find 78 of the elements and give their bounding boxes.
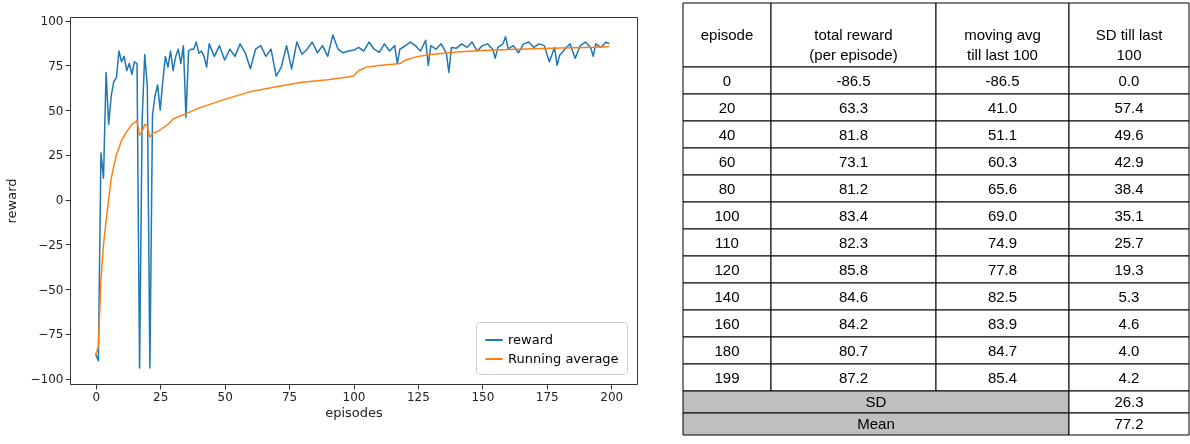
text: 82.5 <box>987 287 1018 305</box>
y-tick-label: 75 <box>48 58 64 73</box>
x-tick-label: 100 <box>342 389 366 404</box>
y-tick-label: −100 <box>30 372 64 387</box>
text: 69.0 <box>987 206 1018 224</box>
text: 4.2 <box>1118 368 1140 386</box>
text: SD <box>865 393 887 410</box>
y-tick-label: −75 <box>38 327 64 342</box>
text: 140 <box>714 287 740 305</box>
text: 120 <box>714 260 740 278</box>
text: 85.8 <box>838 260 869 278</box>
text: 82.3 <box>838 233 869 251</box>
text: 42.9 <box>1114 152 1144 170</box>
text: 65.6 <box>987 179 1018 197</box>
text: 84.6 <box>838 287 869 305</box>
text: episode <box>700 26 754 43</box>
text: Mean <box>857 415 895 432</box>
x-tick-label: 0 <box>92 389 101 404</box>
text: 41.0 <box>987 98 1018 116</box>
y-tick-label: 100 <box>40 14 64 29</box>
text: 83.4 <box>838 206 869 224</box>
text: 35.1 <box>1114 206 1144 224</box>
text: 87.2 <box>838 368 869 386</box>
text: 81.8 <box>838 125 869 143</box>
text: 49.6 <box>1114 125 1144 143</box>
text: SD till last 100 <box>1095 26 1164 63</box>
text: 84.7 <box>987 341 1018 359</box>
x-tick-label: 150 <box>471 389 495 404</box>
text: 38.4 <box>1114 179 1144 197</box>
text: 63.3 <box>838 98 869 116</box>
text: 81.2 <box>838 179 869 197</box>
text: 20 <box>718 98 736 116</box>
text: 110 <box>715 233 739 251</box>
legend-label: Running average <box>508 351 619 366</box>
text: 199 <box>714 368 740 386</box>
y-axis-title: reward <box>3 178 19 224</box>
text: 60 <box>718 152 736 170</box>
text: 25.7 <box>1114 233 1144 251</box>
x-tick-label: 200 <box>600 389 624 404</box>
text: 160 <box>714 314 740 332</box>
text: 84.2 <box>838 314 869 332</box>
text: 5.3 <box>1118 287 1140 305</box>
x-tick-label: 75 <box>281 389 298 404</box>
text: 77.8 <box>987 260 1018 278</box>
text: 74.9 <box>987 233 1018 251</box>
y-tick-label: 0 <box>55 193 64 208</box>
text: 83.9 <box>987 314 1018 332</box>
text: 180 <box>714 341 740 359</box>
text: 4.0 <box>1118 341 1140 359</box>
x-tick-label: 175 <box>535 389 559 404</box>
y-tick-label: 25 <box>48 148 64 163</box>
x-tick-label: 25 <box>153 389 169 404</box>
text: moving avg till last 100 <box>964 26 1041 63</box>
x-tick-label: 125 <box>406 389 430 404</box>
text: 77.2 <box>1114 415 1144 432</box>
text: 80 <box>718 179 736 197</box>
x-axis-title: episodes <box>325 404 384 420</box>
text: 73.1 <box>838 152 869 170</box>
text: 51.1 <box>987 125 1018 143</box>
text: -86.5 <box>836 71 871 89</box>
text: 60.3 <box>987 152 1018 170</box>
text: 0 <box>722 71 732 89</box>
text: total reward (per episode) <box>809 26 898 63</box>
legend-label: reward <box>508 332 554 347</box>
y-tick-label: −50 <box>38 282 64 297</box>
text: 4.6 <box>1118 314 1140 332</box>
text: 57.4 <box>1114 98 1144 116</box>
text: 40 <box>718 125 736 143</box>
text: 0.0 <box>1118 71 1140 89</box>
text: -86.5 <box>985 71 1020 89</box>
y-tick-label: −25 <box>38 237 64 252</box>
text: 19.3 <box>1114 260 1144 278</box>
text: 80.7 <box>838 341 869 359</box>
text: 26.3 <box>1114 393 1144 410</box>
y-tick-label: 50 <box>48 103 64 118</box>
text: 85.4 <box>987 368 1018 386</box>
text: 100 <box>714 206 740 224</box>
x-tick-label: 50 <box>217 389 233 404</box>
